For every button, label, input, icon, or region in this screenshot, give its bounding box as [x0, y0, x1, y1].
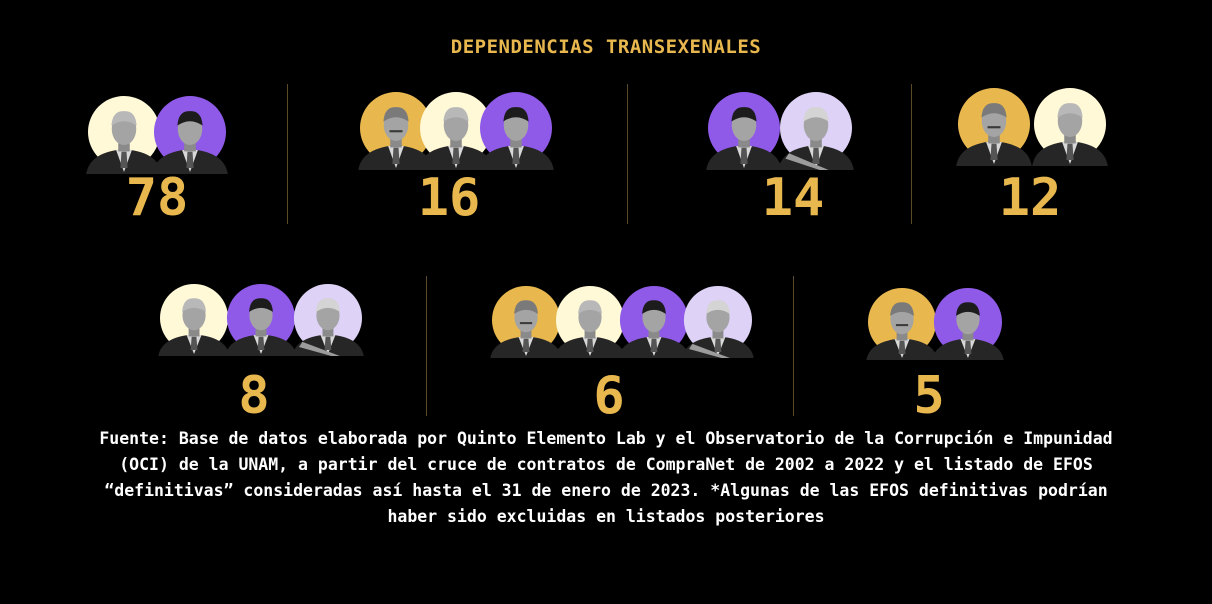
divider [911, 84, 912, 224]
source-note: Fuente: Base de datos elaborada por Quin… [20, 426, 1192, 530]
group-fox-calderon-pena-amlo: 6 [488, 284, 756, 422]
president-portraits [866, 288, 1004, 360]
source-line: “definitivas” consideradas así hasta el … [104, 481, 1108, 500]
page-title: DEPENDENCIAS TRANSEXENALES [450, 36, 762, 58]
portrait-fox [490, 286, 562, 358]
group-fox-pena: 5 [864, 286, 1006, 422]
portrait-calderon [1032, 88, 1108, 166]
divider [426, 276, 427, 416]
source-line: haber sido excluidas en listados posteri… [387, 507, 825, 526]
portrait-calderon [158, 284, 230, 356]
portrait-pena-nieto [152, 96, 228, 174]
dependency-count: 14 [761, 168, 825, 228]
source-line: Fuente: Base de datos elaborada por Quin… [99, 429, 1113, 448]
dependency-count: 8 [238, 366, 270, 426]
portrait-pena-nieto [618, 286, 690, 358]
dependency-count: 6 [593, 366, 625, 426]
president-portraits [158, 284, 364, 356]
portrait-lopez-obrador [682, 286, 754, 358]
president-portraits [490, 286, 754, 358]
portrait-lopez-obrador [292, 284, 364, 356]
group-pena-amlo: 14 [704, 90, 856, 224]
portrait-pena-nieto [706, 92, 782, 170]
dependency-count: 5 [913, 366, 945, 426]
group-fox-calderon: 12 [954, 86, 1110, 224]
portrait-pena-nieto [932, 288, 1004, 360]
dependency-count: 16 [417, 168, 481, 228]
president-portraits [86, 96, 228, 174]
president-portraits [956, 88, 1108, 166]
portrait-pena-nieto [478, 92, 554, 170]
president-portraits [358, 92, 554, 170]
portrait-calderon [554, 286, 626, 358]
divider [793, 276, 794, 416]
group-calderon-pena: 78 [84, 94, 230, 224]
divider [627, 84, 628, 224]
group-fox-calderon-pena: 16 [356, 90, 556, 224]
portrait-calderon [86, 96, 162, 174]
divider [287, 84, 288, 224]
portrait-fox [358, 92, 434, 170]
president-portraits [706, 92, 854, 170]
portrait-fox [866, 288, 938, 360]
dependency-count: 78 [125, 168, 189, 228]
source-line: (OCI) de la UNAM, a partir del cruce de … [119, 455, 1093, 474]
portrait-calderon [418, 92, 494, 170]
portrait-lopez-obrador [778, 92, 854, 170]
group-calderon-pena-amlo: 8 [156, 282, 366, 422]
dependency-count: 12 [998, 168, 1062, 228]
portrait-pena-nieto [225, 284, 297, 356]
portrait-fox [956, 88, 1032, 166]
